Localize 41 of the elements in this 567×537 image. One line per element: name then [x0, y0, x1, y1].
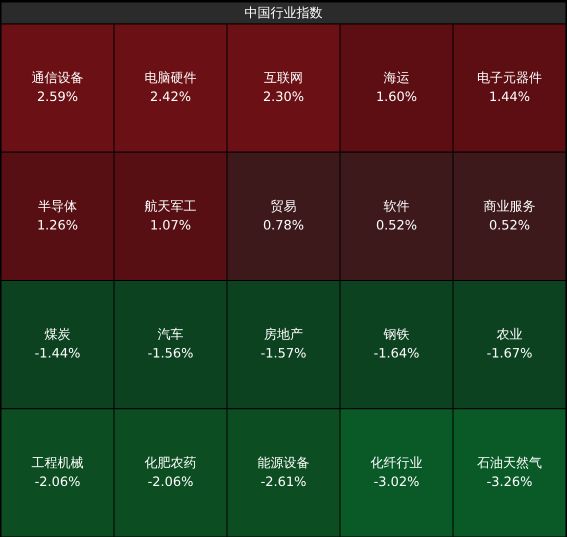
category-label: 电脑硬件 [144, 71, 196, 86]
data-label: -1.57% [260, 346, 306, 362]
data-label: 0.78% [262, 218, 304, 234]
data-label: -2.06% [34, 474, 80, 490]
category-label: 石油天然气 [477, 456, 542, 471]
data-label: 2.30% [262, 90, 304, 105]
category-label: 海运 [384, 71, 410, 86]
category-label: 贸易 [270, 199, 296, 214]
category-label: 电子元器件 [477, 71, 542, 86]
category-label: 农业 [496, 328, 523, 343]
category-label: 房地产 [264, 326, 303, 343]
category-label: 航天军工 [144, 199, 196, 214]
category-label: 半导体 [38, 199, 77, 214]
category-label: 工程机械 [31, 456, 84, 471]
category-label: 通信设备 [31, 71, 84, 86]
data-label: -1.56% [148, 346, 194, 362]
data-label: 1.07% [150, 218, 192, 234]
category-label: 化纤行业 [370, 456, 422, 471]
data-label: -1.44% [34, 346, 80, 362]
data-label: 0.52% [376, 218, 418, 234]
data-label: 2.42% [150, 90, 192, 105]
data-label: -2.61% [260, 474, 306, 490]
data-label: 2.59% [36, 90, 78, 105]
data-label: 1.26% [36, 218, 78, 234]
category-label: 能源设备 [258, 456, 310, 471]
data-label: 1.60% [376, 90, 418, 105]
data-label: -3.26% [486, 474, 532, 490]
category-label: 软件 [384, 199, 410, 214]
text: 中国行业指数 [244, 6, 322, 21]
category-label: 钢铁 [382, 328, 410, 343]
data-label: 1.44% [488, 90, 530, 105]
category-label: 互联网 [264, 71, 303, 86]
category-label: 化肥农药 [144, 456, 196, 471]
category-label: 商业服务 [484, 199, 536, 214]
data-label: -2.06% [148, 474, 194, 490]
data-label: -1.64% [374, 346, 420, 362]
category-label: 汽车 [158, 328, 184, 343]
category-label: 煤炭 [44, 328, 70, 343]
data-label: -3.02% [374, 474, 420, 490]
data-label: 0.52% [488, 218, 530, 234]
data-label: -1.67% [486, 346, 532, 362]
